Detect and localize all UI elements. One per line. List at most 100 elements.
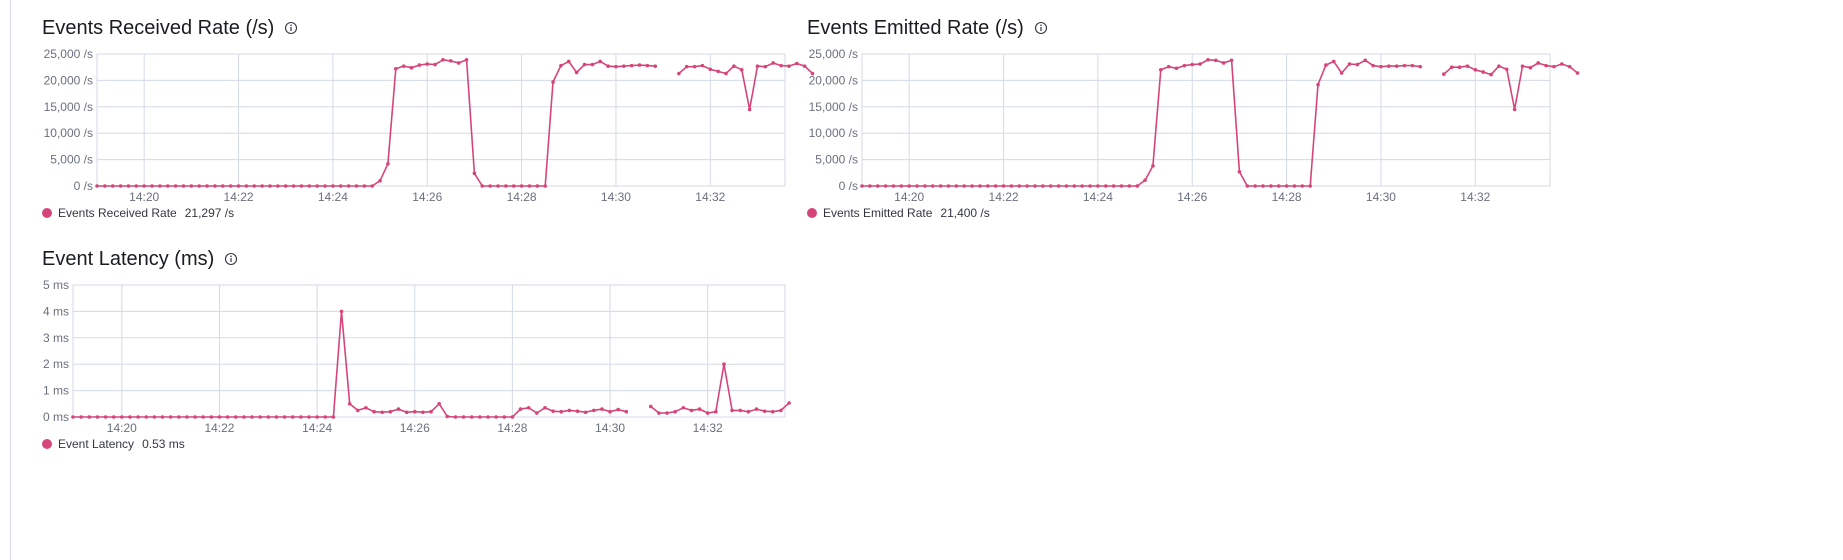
y-tick-label: 2 ms — [43, 357, 69, 371]
x-tick-label: 14:24 — [302, 421, 332, 435]
info-icon[interactable] — [284, 21, 298, 35]
data-point — [1379, 64, 1383, 69]
data-point — [527, 184, 532, 188]
data-point — [274, 415, 279, 419]
data-point — [221, 184, 225, 188]
data-point — [205, 184, 209, 188]
data-point — [1261, 184, 1265, 188]
data-point — [1402, 63, 1407, 68]
data-point — [201, 415, 205, 419]
data-point — [276, 184, 280, 188]
data-point — [244, 184, 249, 188]
y-tick-label: 0 /s — [74, 179, 93, 193]
x-tick-label: 14:24 — [1083, 190, 1113, 204]
data-point — [923, 184, 927, 188]
data-point — [150, 184, 154, 188]
data-point — [323, 184, 327, 188]
data-point — [1292, 184, 1297, 188]
data-point — [1465, 64, 1470, 68]
data-point — [1088, 184, 1092, 188]
series-line — [650, 363, 790, 414]
data-point — [181, 184, 186, 188]
chart-legend[interactable]: Events Received Rate 21,297 /s — [42, 206, 234, 220]
x-tick-label: 14:24 — [318, 190, 348, 204]
data-point — [1528, 65, 1533, 70]
data-point — [356, 408, 360, 413]
data-point — [290, 415, 295, 419]
y-tick-label: 1 ms — [43, 384, 69, 398]
data-point — [938, 184, 943, 188]
data-point — [697, 407, 702, 411]
data-point — [225, 415, 230, 419]
data-point — [1316, 82, 1320, 87]
data-point — [1041, 184, 1045, 188]
info-icon[interactable] — [224, 252, 238, 266]
data-point — [252, 184, 257, 188]
data-point — [754, 407, 759, 411]
data-point — [401, 64, 406, 68]
series-line — [97, 59, 656, 187]
y-tick-label: 25,000 /s — [809, 47, 858, 61]
data-point — [370, 184, 375, 188]
chart-legend[interactable]: Events Emitted Rate 21,400 /s — [807, 206, 990, 220]
data-point — [732, 64, 736, 68]
data-point — [331, 415, 336, 419]
data-point — [1221, 61, 1226, 65]
data-point — [453, 415, 458, 419]
events-received-rate-chart[interactable]: 0 /s 5,000 /s 10,000 /s 15,000 /s 20,000 /s 2… — [42, 16, 815, 204]
data-point — [559, 409, 564, 414]
data-point — [681, 405, 686, 410]
data-point — [1355, 62, 1360, 67]
data-point — [134, 184, 139, 188]
data-point — [1575, 71, 1580, 75]
data-point — [393, 66, 398, 71]
data-point — [1559, 62, 1564, 66]
data-point — [110, 184, 115, 188]
data-point — [582, 62, 587, 67]
data-point — [266, 415, 271, 419]
data-point — [425, 62, 430, 66]
data-point — [559, 63, 563, 68]
data-point — [228, 184, 233, 188]
data-point — [323, 415, 328, 419]
data-point — [535, 184, 540, 188]
data-point — [763, 64, 768, 69]
chart-legend[interactable]: Event Latency 0.53 ms — [42, 437, 185, 451]
data-point — [566, 59, 571, 64]
data-point — [480, 184, 485, 188]
data-point — [1253, 184, 1257, 188]
y-tick-label: 0 /s — [839, 179, 858, 193]
legend-label: Events Emitted Rate — [823, 206, 933, 220]
legend-label: Events Received Rate — [58, 206, 177, 220]
data-point — [437, 402, 441, 406]
data-point — [689, 408, 694, 413]
events-emitted-rate-chart[interactable]: 0 /s 5,000 /s 10,000 /s 15,000 /s 20,000 /s 2… — [807, 16, 1580, 204]
data-point — [79, 415, 83, 419]
data-point — [1064, 184, 1069, 188]
data-point — [954, 184, 959, 188]
data-point — [1237, 169, 1242, 174]
data-point — [574, 70, 579, 75]
data-point — [233, 415, 238, 419]
data-point — [339, 309, 344, 314]
event-latency-chart[interactable]: 0 ms 1 ms 2 ms 3 ms 4 ms 5 ms 14:20 14:22 14:24 1… — [42, 247, 791, 435]
legend-value: 0.53 ms — [142, 437, 185, 451]
data-point — [746, 409, 751, 414]
data-point — [794, 61, 799, 66]
data-point — [1269, 184, 1273, 188]
data-point — [645, 63, 650, 68]
data-point — [209, 415, 214, 419]
data-point — [677, 71, 681, 76]
info-icon[interactable] — [1034, 21, 1048, 35]
x-tick-label: 14:26 — [1177, 190, 1207, 204]
data-point — [629, 63, 634, 68]
data-point — [705, 411, 710, 415]
data-point — [722, 362, 726, 366]
data-point — [510, 415, 515, 419]
data-point — [543, 405, 547, 410]
data-point — [1025, 184, 1029, 188]
data-point — [429, 409, 433, 414]
data-point — [1449, 65, 1454, 69]
y-tick-label: 4 ms — [43, 304, 69, 318]
series-line — [1443, 62, 1579, 111]
